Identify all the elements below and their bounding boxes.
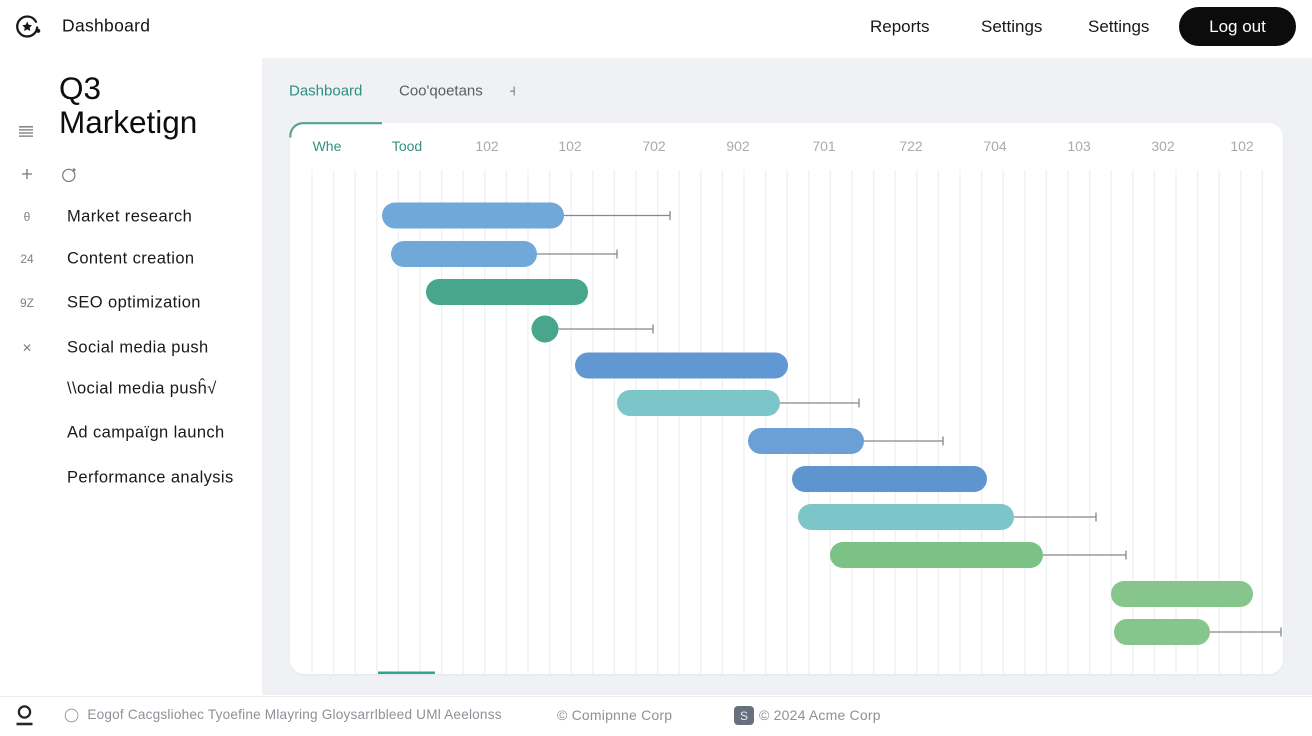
svg-text:102: 102 (558, 138, 582, 154)
svg-text:704: 704 (983, 138, 1007, 154)
svg-text:702: 702 (642, 138, 666, 154)
svg-text:Whe: Whe (313, 138, 342, 154)
svg-text:722: 722 (899, 138, 923, 154)
svg-text:102: 102 (1230, 138, 1254, 154)
svg-text:103: 103 (1067, 138, 1091, 154)
svg-text:902: 902 (726, 138, 750, 154)
svg-text:102: 102 (475, 138, 499, 154)
svg-text:Tood: Tood (392, 138, 422, 154)
svg-text:302: 302 (1151, 138, 1175, 154)
svg-text:701: 701 (812, 138, 836, 154)
